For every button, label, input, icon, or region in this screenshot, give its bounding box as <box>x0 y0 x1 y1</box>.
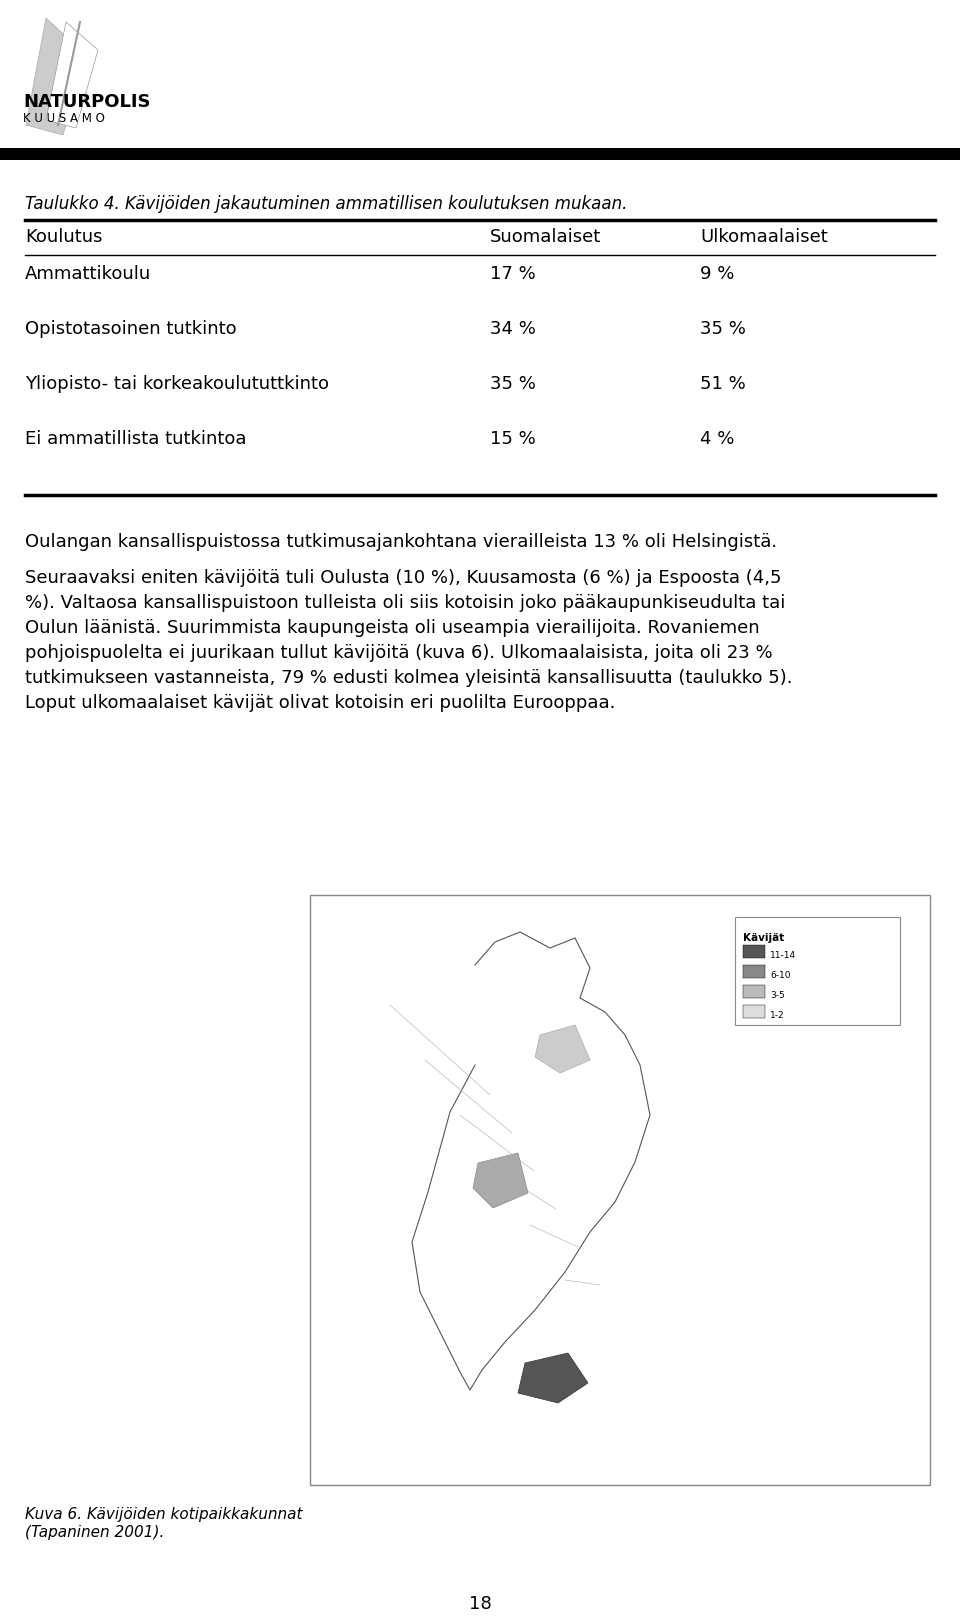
Text: Kuva 6. Kävijöiden kotipaikkakunnat: Kuva 6. Kävijöiden kotipaikkakunnat <box>25 1506 302 1523</box>
Text: NATURPOLIS: NATURPOLIS <box>23 92 151 112</box>
Bar <box>735 917 900 1024</box>
Text: 51 %: 51 % <box>700 375 746 393</box>
Text: (Tapaninen 2001).: (Tapaninen 2001). <box>25 1526 164 1540</box>
Text: Ulkomaalaiset: Ulkomaalaiset <box>700 228 828 246</box>
Text: 17 %: 17 % <box>490 265 536 283</box>
Polygon shape <box>535 1024 590 1073</box>
Text: Taulukko 4. Kävijöiden jakautuminen ammatillisen koulutuksen mukaan.: Taulukko 4. Kävijöiden jakautuminen amma… <box>25 196 628 214</box>
Bar <box>743 1005 765 1018</box>
Text: Koulutus: Koulutus <box>25 228 103 246</box>
Text: 35 %: 35 % <box>490 375 536 393</box>
Text: Kävijät: Kävijät <box>743 934 784 943</box>
Text: 15 %: 15 % <box>490 430 536 448</box>
Text: 11-14: 11-14 <box>770 951 796 959</box>
Text: 35 %: 35 % <box>700 320 746 338</box>
Text: 18: 18 <box>468 1595 492 1613</box>
Text: Ei ammatillista tutkintoa: Ei ammatillista tutkintoa <box>25 430 247 448</box>
Text: 4 %: 4 % <box>700 430 734 448</box>
Text: Yliopisto- tai korkeakoulututtkinto: Yliopisto- tai korkeakoulututtkinto <box>25 375 329 393</box>
Text: Suomalaiset: Suomalaiset <box>490 228 601 246</box>
Text: 34 %: 34 % <box>490 320 536 338</box>
Text: K U U S A M O: K U U S A M O <box>23 112 105 125</box>
Bar <box>743 945 765 958</box>
Polygon shape <box>46 23 98 128</box>
Bar <box>743 964 765 977</box>
Text: Seuraavaksi eniten kävijöitä tuli Oulusta (10 %), Kuusamosta (6 %) ja Espoosta (: Seuraavaksi eniten kävijöitä tuli Oulust… <box>25 570 793 712</box>
Polygon shape <box>26 18 86 134</box>
Text: Oulangan kansallispuistossa tutkimusajankohtana vierailleista 13 % oli Helsingis: Oulangan kansallispuistossa tutkimusajan… <box>25 532 778 552</box>
Polygon shape <box>518 1353 588 1403</box>
Bar <box>310 895 930 1485</box>
Polygon shape <box>473 1154 528 1209</box>
Text: 1-2: 1-2 <box>770 1011 784 1019</box>
Text: Opistotasoinen tutkinto: Opistotasoinen tutkinto <box>25 320 236 338</box>
Text: 3-5: 3-5 <box>770 990 784 1000</box>
Bar <box>743 985 765 998</box>
Bar <box>0 147 960 160</box>
Text: Ammattikoulu: Ammattikoulu <box>25 265 152 283</box>
Text: 6-10: 6-10 <box>770 971 790 981</box>
Text: 9 %: 9 % <box>700 265 734 283</box>
